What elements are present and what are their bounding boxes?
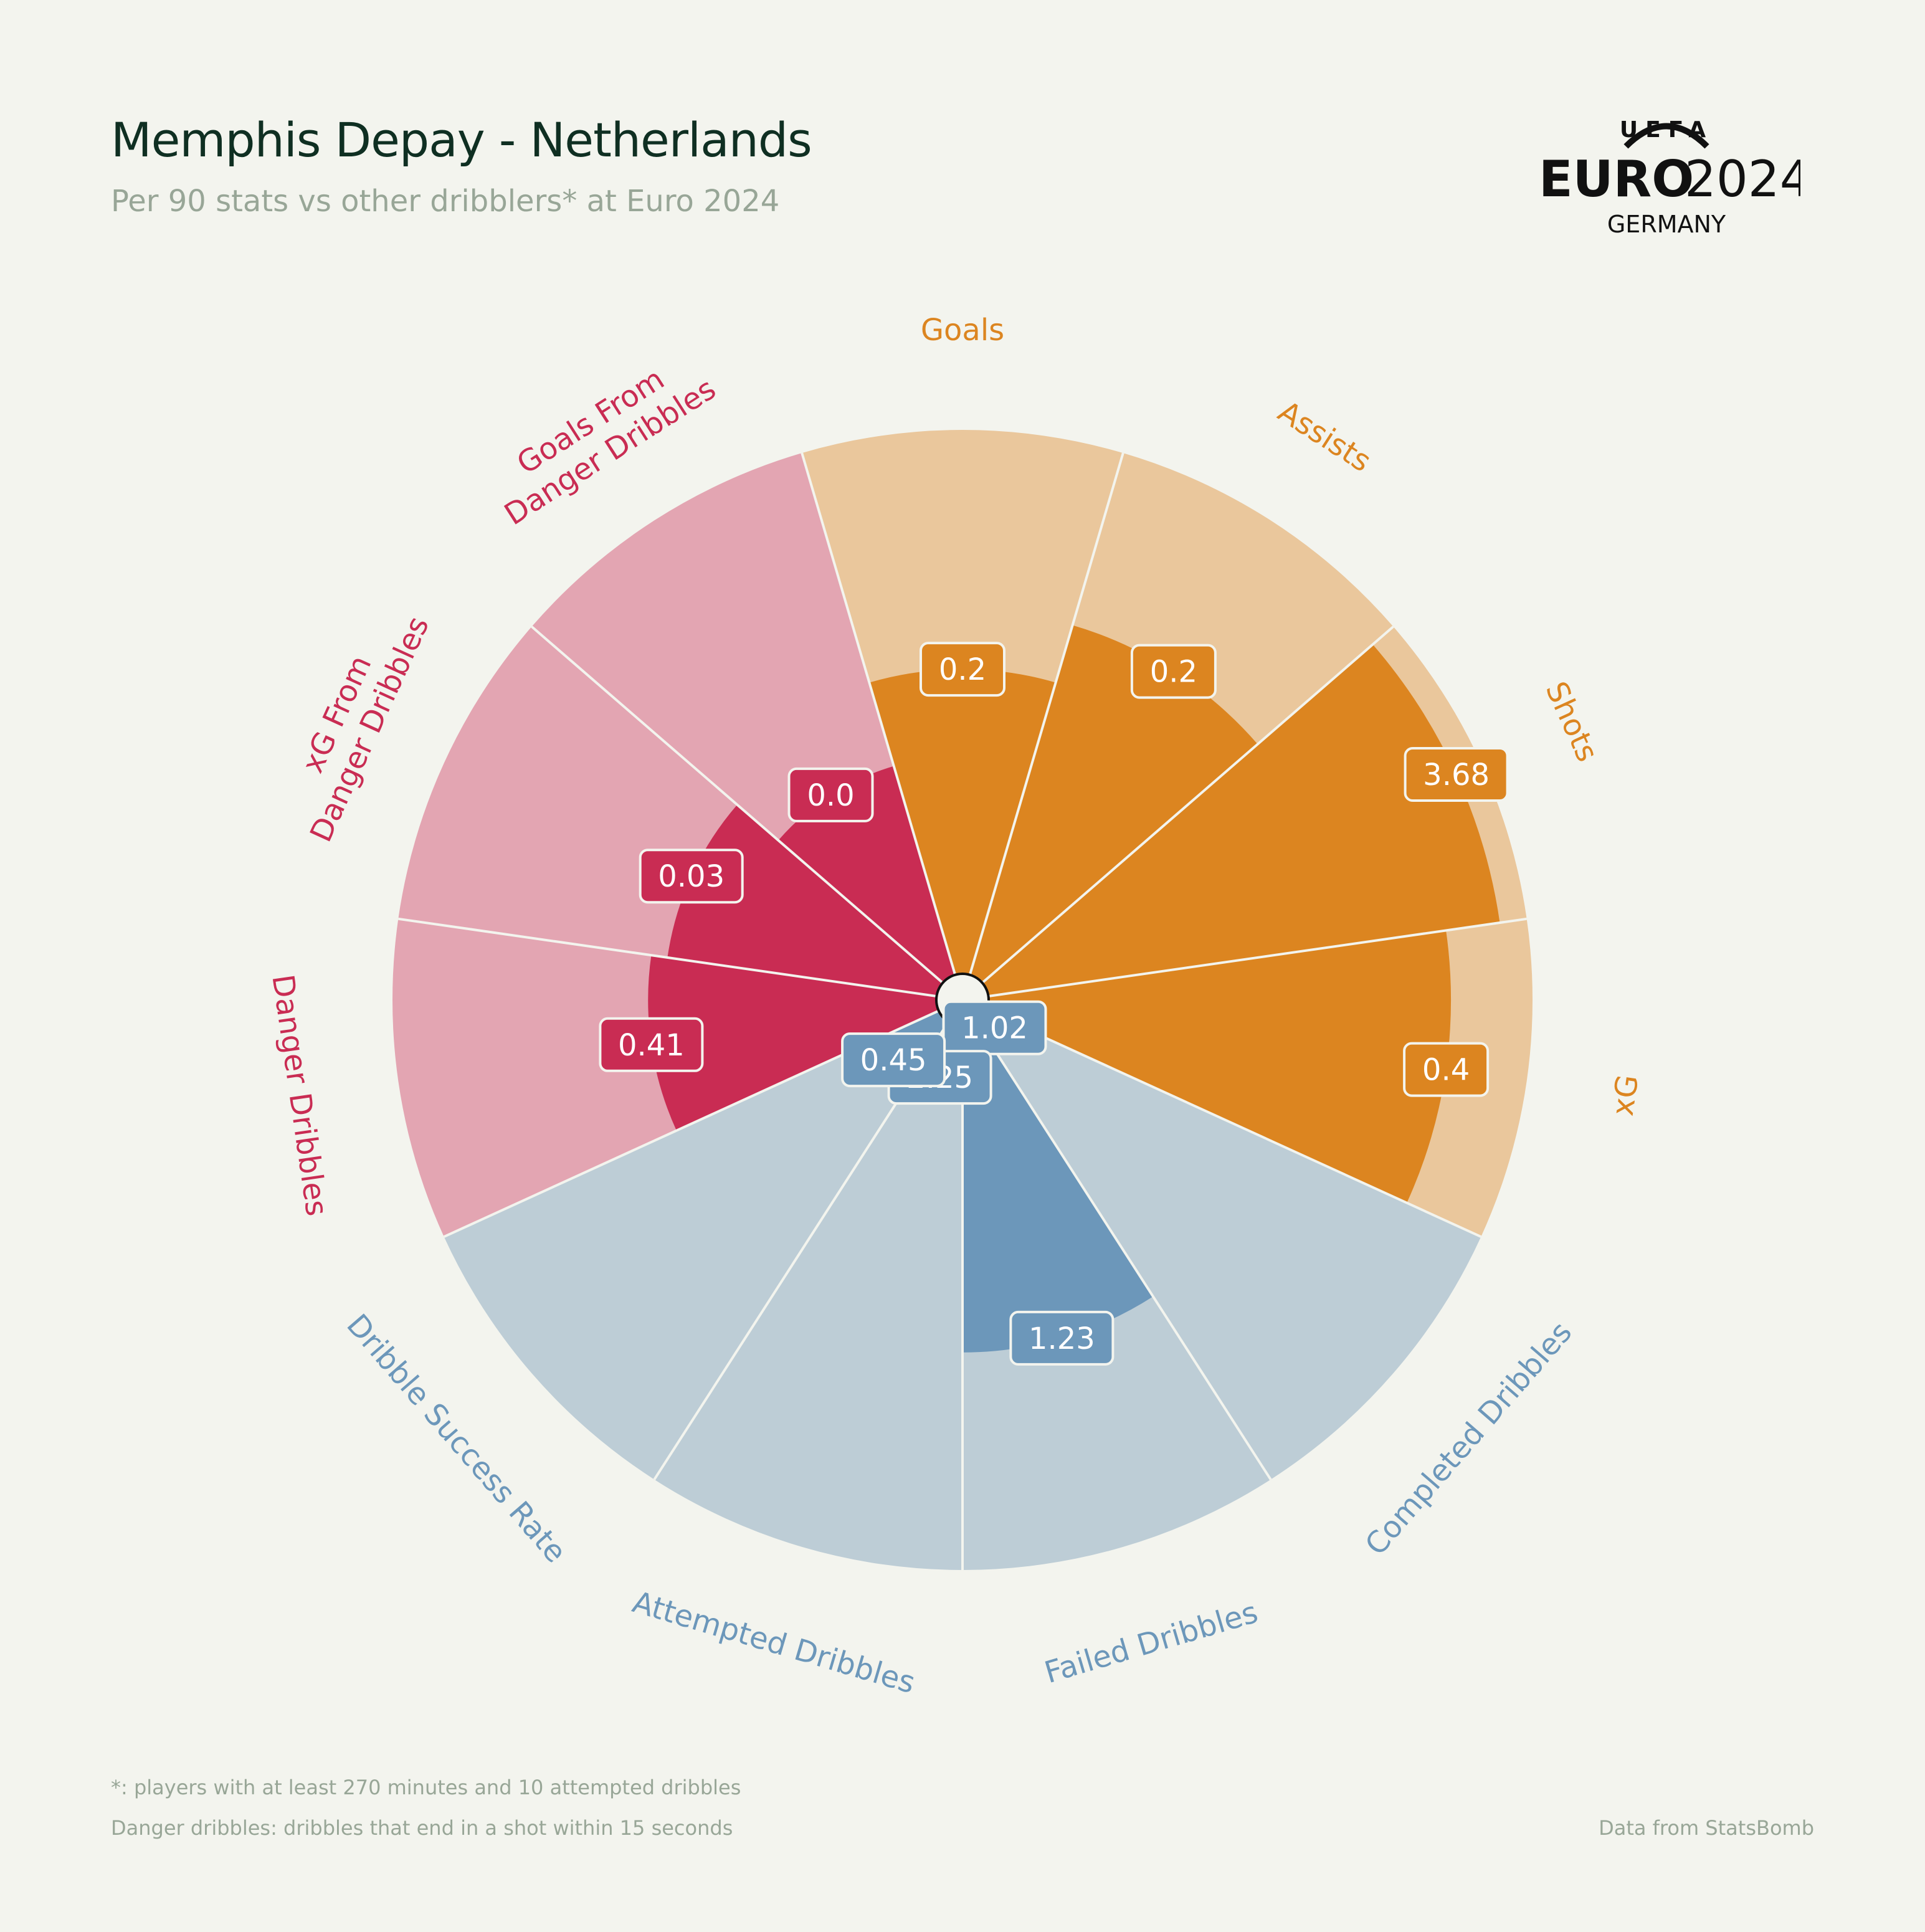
value-label-text: 0.4 (1422, 1053, 1470, 1088)
value-label-box (1404, 747, 1509, 802)
separator-line (961, 999, 1272, 1480)
category-label-line: Danger Dribbles (265, 973, 334, 1219)
value-label-box (942, 1000, 1047, 1055)
value-label-box (920, 642, 1005, 697)
logo-arc (1623, 123, 1709, 149)
category-label-failed-dribbles: Failed Dribbles (1040, 1595, 1262, 1690)
value-label-goals-from-danger-dribbles: 0.0 (787, 767, 874, 822)
value-label-text: 0.2 (939, 652, 986, 687)
value-label-goals: 0.2 (920, 642, 1005, 697)
category-label-line: Assists (1272, 394, 1377, 479)
value-label-box (1403, 1042, 1490, 1097)
separator-line (398, 917, 963, 1001)
value-label-text: 0.2 (1150, 655, 1197, 690)
separator-line (961, 626, 1394, 1001)
value-labels-layer: 0.20.23.680.41.021.232.250.450.410.030.0 (599, 642, 1509, 1366)
category-label-line: xG (1605, 1073, 1646, 1118)
slice-value-xg (962, 930, 1452, 1203)
category-label-line: Attempted Dribbles (629, 1584, 919, 1700)
chart-subtitle: Per 90 stats vs other dribblers* at Euro… (111, 184, 780, 219)
slices-layer (392, 430, 1533, 1570)
value-label-failed-dribbles: 1.23 (1009, 1310, 1115, 1366)
logo-euro: EURO (1539, 150, 1694, 208)
value-label-text: 0.41 (618, 1028, 685, 1063)
category-label-danger-dribbles: Danger Dribbles (265, 973, 334, 1219)
value-label-text: 3.68 (1423, 758, 1490, 792)
value-label-text: 0.45 (860, 1043, 927, 1078)
value-label-text: 1.23 (1029, 1321, 1095, 1356)
category-label-line: Failed Dribbles (1040, 1595, 1262, 1690)
value-label-text: 0.03 (658, 859, 725, 894)
category-label-line: Shots (1539, 677, 1605, 767)
chart-title: Memphis Depay - Netherlands (111, 112, 812, 168)
value-label-danger-dribbles: 0.41 (599, 1017, 704, 1072)
logo-year: 2024 (1685, 150, 1800, 208)
value-label-box (841, 1032, 946, 1088)
euro-2024-logo: UEFA EURO 2024 GERMANY (1539, 117, 1800, 238)
slice-bg-dribble-success-rate (444, 1000, 962, 1480)
value-label-assists: 0.2 (1130, 644, 1217, 699)
value-label-dribble-success-rate: 0.45 (841, 1032, 946, 1088)
footnote-players: *: players with at least 270 minutes and… (111, 1776, 741, 1799)
separator-line (801, 452, 964, 1001)
data-source: Data from StatsBomb (1599, 1816, 1814, 1840)
slice-bg-attempted-dribbles (654, 1000, 962, 1570)
category-label-attempted-dribbles: Attempted Dribbles (629, 1584, 919, 1700)
category-label-goals: Goals (921, 313, 1004, 348)
value-label-xg-from-danger-dribbles: 0.03 (639, 849, 744, 904)
separator-line (961, 452, 1124, 1001)
category-label-xg: xG (1605, 1073, 1646, 1118)
value-label-text: 0.0 (807, 778, 854, 813)
footnote-danger: Danger dribbles: dribbles that end in a … (111, 1816, 733, 1840)
separator-line (531, 626, 964, 1001)
slice-value-shots (962, 644, 1500, 1000)
category-label-shots: Shots (1539, 677, 1605, 767)
slice-value-goals-from-danger-dribbles (778, 766, 962, 1000)
slice-bg-completed-dribbles (962, 1000, 1481, 1480)
value-label-box (1130, 644, 1217, 699)
slice-value-goals (869, 669, 1056, 1000)
category-label-line: Goals (921, 313, 1004, 348)
slice-value-danger-dribbles (648, 955, 962, 1131)
value-label-box (1009, 1310, 1115, 1366)
slice-value-failed-dribbles (962, 1000, 1153, 1353)
value-label-box (787, 767, 874, 822)
value-label-box (639, 849, 744, 904)
value-label-shots: 3.68 (1404, 747, 1509, 802)
slice-value-assists (962, 625, 1258, 1000)
value-label-completed-dribbles: 1.02 (942, 1000, 1047, 1055)
category-label-assists: Assists (1272, 394, 1377, 479)
separator-line (962, 999, 1482, 1238)
value-label-xg: 0.4 (1403, 1042, 1490, 1097)
value-label-box (599, 1017, 704, 1072)
logo-germany: GERMANY (1607, 211, 1726, 238)
value-label-text: 1.02 (961, 1011, 1028, 1046)
logo-uefa: UEFA (1620, 117, 1713, 143)
separator-line (962, 917, 1527, 1001)
